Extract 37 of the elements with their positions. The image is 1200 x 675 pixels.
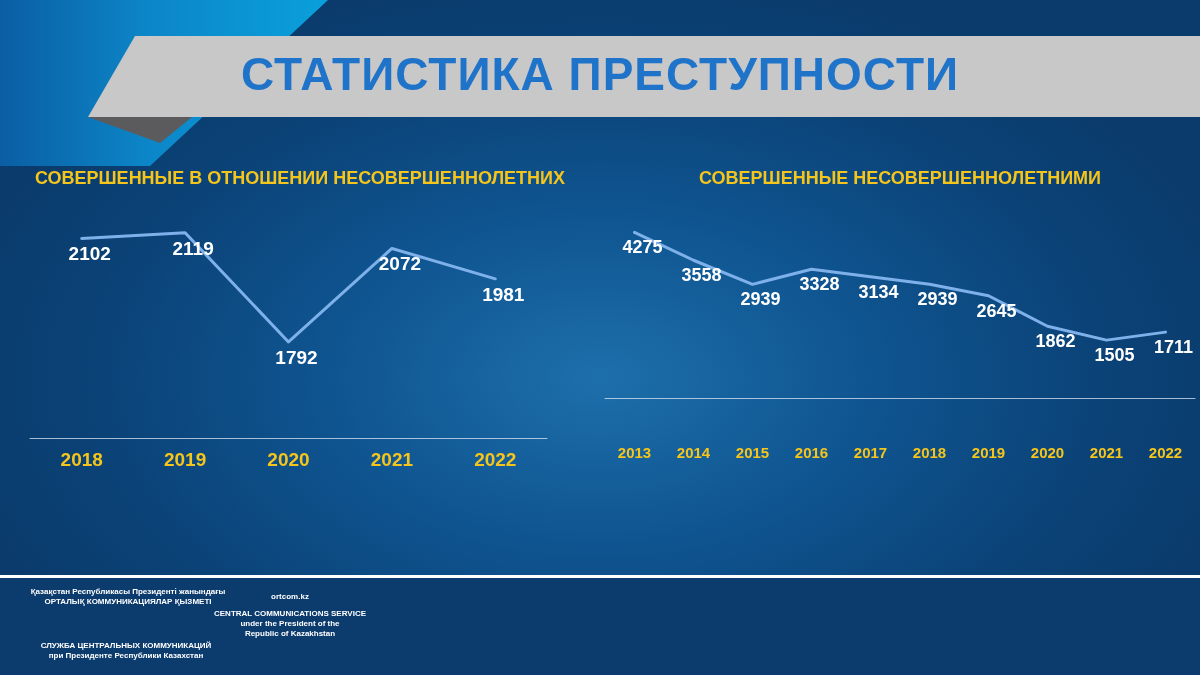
- x-tick-label: 2014: [676, 444, 711, 461]
- x-tick-label: 2018: [912, 444, 947, 461]
- x-tick-label: 2018: [60, 449, 103, 470]
- data-label: 1792: [275, 346, 318, 368]
- data-label: 4275: [622, 237, 663, 258]
- data-label: 2645: [976, 300, 1017, 321]
- data-label: 2119: [172, 237, 214, 259]
- x-tick-label: 2022: [474, 449, 517, 470]
- x-tick-label: 2016: [794, 444, 829, 461]
- data-label: 1711: [1153, 337, 1194, 358]
- data-label: 1981: [482, 283, 525, 305]
- x-tick-label: 2017: [853, 444, 888, 461]
- chart-subtitle: СОВЕРШЕННЫЕ В ОТНОШЕНИИ НЕСОВЕРШЕННОЛЕТНИХ: [33, 167, 566, 190]
- x-tick-label: 2020: [1030, 444, 1065, 461]
- text: Қазақстан Республикасы Президенті жанындағы ОРТАЛЫҚ КОММУНИКАЦИЯЛАР ҚЫЗМЕТІ: [29, 587, 227, 607]
- x-tick-label: 2013: [617, 444, 652, 461]
- text: СЛУЖБА ЦЕНТРАЛЬНЫХ КОММУНИКАЦИЙ при Президенте Республики Казахстан: [39, 641, 213, 661]
- data-label: 1505: [1094, 345, 1135, 366]
- data-label: 3328: [799, 274, 840, 295]
- chart-title: СТАТИСТИКА ПРЕСТУПНОСТИ: [239, 47, 961, 102]
- data-label: 3558: [681, 265, 722, 286]
- data-label: 3134: [858, 281, 899, 302]
- x-tick-label: 2019: [971, 444, 1006, 461]
- x-tick-label: 2020: [267, 449, 310, 470]
- data-label: 2939: [917, 289, 958, 310]
- x-tick-label: 2021: [370, 449, 414, 470]
- text: CENTRAL COMMUNICATIONS SERVICE under the President of the Republic of Kazakhstan: [213, 609, 367, 639]
- x-tick-label: 2015: [735, 444, 770, 461]
- data-label: 2102: [68, 243, 111, 265]
- chart-title: СОВЕРШЕННЫЕ НЕСОВЕРШЕННОЛЕТНИМИ: [698, 167, 1102, 190]
- x-tick-label: 2021: [1089, 444, 1124, 461]
- data-label: 2072: [378, 253, 422, 275]
- text: ortcom.kz: [271, 592, 309, 601]
- x-tick-label: 2019: [163, 449, 207, 470]
- x-tick-label: 2022: [1148, 444, 1183, 461]
- data-label: 2939: [740, 289, 781, 310]
- data-label: 1862: [1035, 331, 1076, 352]
